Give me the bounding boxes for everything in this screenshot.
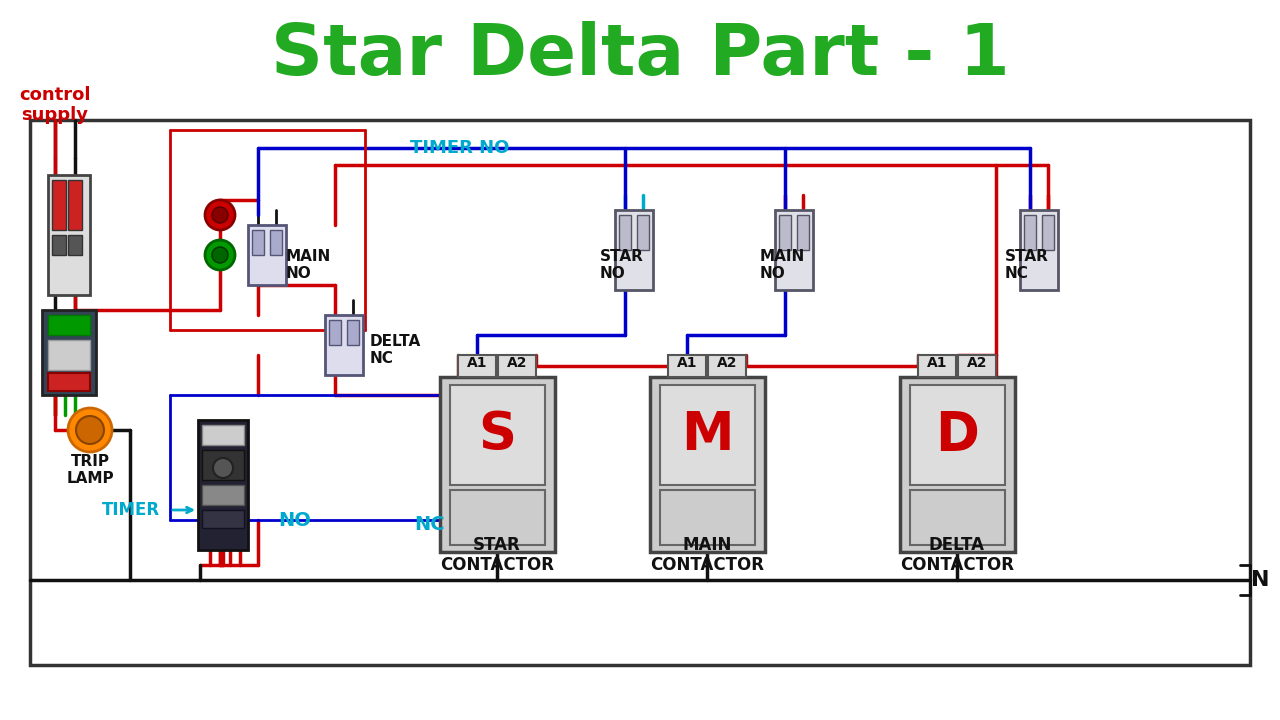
Text: NO: NO (279, 510, 311, 529)
Bar (451, 490, 545, 545)
Bar (42, 310, 96, 395)
Bar (49, 340, 90, 370)
Text: A1: A1 (927, 356, 947, 370)
Bar (49, 315, 90, 335)
Bar (68, 180, 82, 230)
Bar (29, 120, 1251, 665)
Bar (910, 385, 1005, 485)
Text: A2: A2 (717, 356, 737, 370)
Bar (900, 377, 1015, 552)
Circle shape (212, 207, 228, 223)
Text: D: D (936, 409, 979, 461)
Text: NC: NC (415, 516, 445, 534)
Text: MAIN
CONTACTOR: MAIN CONTACTOR (650, 536, 764, 575)
Text: S: S (477, 409, 516, 461)
Text: A2: A2 (507, 356, 527, 370)
Text: A2: A2 (966, 356, 987, 370)
Bar (957, 355, 996, 377)
Bar (650, 377, 765, 552)
Bar (637, 215, 649, 250)
Bar (668, 355, 707, 377)
Circle shape (212, 458, 233, 478)
Bar (498, 355, 536, 377)
Text: Star Delta Part - 1: Star Delta Part - 1 (270, 20, 1010, 89)
Text: A1: A1 (677, 356, 698, 370)
Bar (202, 510, 244, 528)
Bar (68, 235, 82, 255)
Text: MAIN
NO: MAIN NO (760, 249, 805, 282)
Bar (198, 420, 248, 550)
Bar (52, 235, 67, 255)
Bar (202, 450, 244, 480)
Bar (451, 385, 545, 485)
Bar (252, 230, 264, 255)
Bar (329, 320, 340, 345)
Bar (910, 490, 1005, 545)
Bar (49, 175, 90, 295)
Text: M: M (681, 409, 733, 461)
Bar (202, 485, 244, 505)
Circle shape (76, 416, 104, 444)
Bar (325, 315, 364, 375)
Text: TIMER NO: TIMER NO (411, 139, 509, 157)
Text: STAR
NC: STAR NC (1005, 249, 1048, 282)
Bar (660, 385, 755, 485)
Bar (918, 355, 956, 377)
Text: STAR
NO: STAR NO (600, 249, 644, 282)
Bar (660, 490, 755, 545)
Text: STAR
CONTACTOR: STAR CONTACTOR (440, 536, 554, 575)
Bar (797, 215, 809, 250)
Bar (620, 215, 631, 250)
Text: DELTA
NC: DELTA NC (370, 334, 421, 366)
Bar (1042, 215, 1053, 250)
Bar (52, 180, 67, 230)
Text: DELTA
CONTACTOR: DELTA CONTACTOR (900, 536, 1014, 575)
Bar (440, 377, 556, 552)
Bar (780, 215, 791, 250)
Text: TIMER: TIMER (102, 501, 160, 519)
Bar (270, 230, 282, 255)
Text: control
supply: control supply (19, 86, 91, 125)
Circle shape (68, 408, 113, 452)
Bar (170, 130, 365, 330)
Circle shape (205, 240, 236, 270)
Bar (614, 210, 653, 290)
Circle shape (212, 247, 228, 263)
Bar (248, 225, 285, 285)
Bar (458, 355, 497, 377)
Circle shape (205, 200, 236, 230)
Bar (708, 355, 746, 377)
Text: MAIN
NO: MAIN NO (285, 249, 332, 282)
Bar (202, 425, 244, 445)
Bar (347, 320, 358, 345)
Text: TRIP
LAMP: TRIP LAMP (67, 454, 114, 486)
Text: N: N (1251, 570, 1270, 590)
Bar (1024, 215, 1036, 250)
Bar (49, 373, 90, 391)
Bar (774, 210, 813, 290)
Text: A1: A1 (467, 356, 488, 370)
Bar (1020, 210, 1059, 290)
